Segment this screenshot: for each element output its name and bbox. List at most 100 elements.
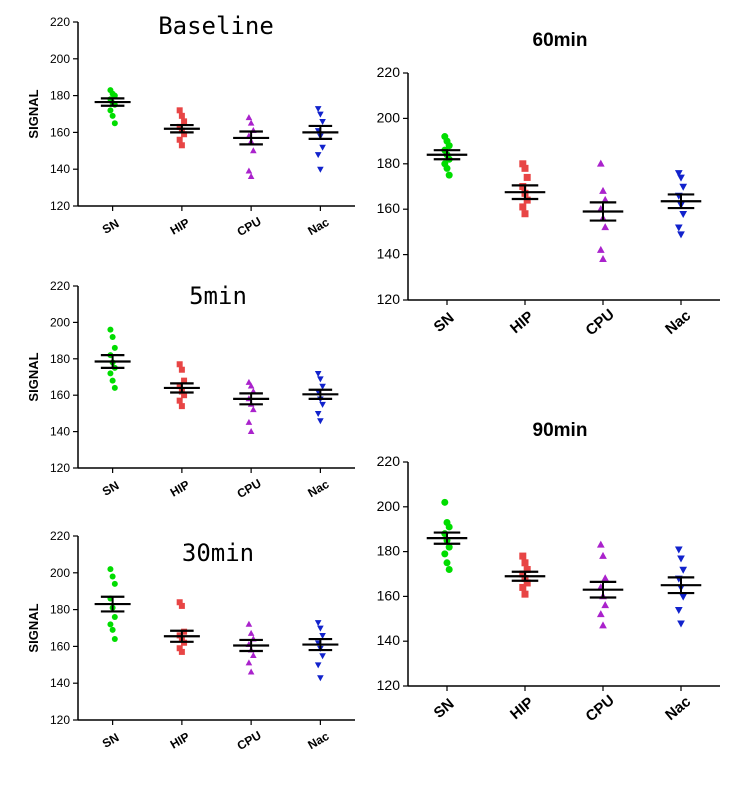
category-label-cpu: CPU: [583, 306, 618, 339]
data-point-cpu: [245, 114, 253, 121]
y-tick-label: 120: [50, 713, 70, 727]
data-point-cpu: [601, 195, 610, 203]
category-label-hip: HIP: [168, 477, 192, 499]
category-label-cpu: CPU: [583, 692, 618, 725]
data-point-sn: [445, 543, 453, 551]
data-point-cpu: [245, 378, 253, 385]
data-point-sn: [111, 92, 118, 99]
category-label-hip: HIP: [168, 215, 192, 237]
data-point-cpu: [245, 659, 253, 666]
data-point-hip: [178, 366, 185, 373]
category-label-hip: HIP: [507, 694, 537, 723]
category-label-nac: Nac: [305, 477, 331, 500]
chart-panel-2: 30min SIGNAL 120 140 160 180 200 220 SN HIP CPU Nac: [26, 529, 355, 753]
category-label-nac: Nac: [305, 215, 331, 238]
data-point-sn: [441, 498, 449, 506]
category-label-sn: SN: [100, 216, 121, 236]
data-point-sn: [445, 142, 453, 150]
data-point-nac: [317, 418, 324, 425]
data-point-hip: [181, 131, 188, 138]
data-point-sn: [443, 164, 451, 172]
data-point-hip: [181, 118, 188, 125]
category-label-nac: Nac: [662, 307, 694, 338]
data-point-hip: [181, 377, 188, 384]
data-point-cpu: [247, 428, 255, 434]
y-tick-label: 220: [377, 64, 401, 80]
data-point-sn: [107, 370, 114, 377]
data-point-cpu: [250, 406, 257, 413]
data-point-sn: [111, 580, 118, 587]
data-point-cpu: [247, 668, 255, 675]
data-point-hip: [178, 648, 185, 655]
y-tick-label: 220: [50, 15, 70, 29]
y-tick-label: 200: [50, 566, 70, 580]
chart-panel-0: Baseline SIGNAL 120 140 160 180 200 220 SN HIP CPU…: [26, 12, 355, 239]
data-point-cpu: [247, 119, 255, 126]
data-point-hip: [521, 210, 529, 218]
data-point-cpu: [599, 621, 607, 629]
y-tick-label: 140: [50, 162, 70, 176]
y-tick-label: 160: [50, 639, 70, 653]
data-point-cpu: [250, 147, 257, 154]
data-point-sn: [111, 384, 118, 391]
data-point-cpu: [247, 629, 255, 636]
data-point-sn: [445, 566, 453, 574]
data-point-hip: [521, 559, 529, 567]
data-point-hip: [178, 602, 185, 609]
data-point-hip: [176, 645, 183, 652]
data-point-nac: [679, 183, 688, 191]
y-tick-label: 180: [377, 155, 401, 171]
data-point-nac: [674, 170, 683, 178]
data-point-cpu: [245, 167, 253, 174]
category-label-cpu: CPU: [235, 476, 264, 501]
data-point-nac: [314, 411, 322, 417]
data-point-hip: [176, 136, 183, 143]
y-tick-label: 220: [50, 529, 70, 543]
data-point-cpu: [247, 172, 255, 179]
chart-title: 60min: [533, 30, 588, 51]
y-tick-label: 160: [377, 587, 401, 603]
data-point-cpu: [599, 186, 607, 194]
data-point-cpu: [596, 245, 605, 253]
category-label-nac: Nac: [662, 693, 694, 724]
data-point-hip: [523, 173, 531, 181]
y-tick-label: 120: [377, 291, 401, 307]
y-tick-label: 200: [50, 52, 70, 66]
y-tick-label: 180: [50, 352, 70, 366]
y-axis-label: SIGNAL: [26, 89, 41, 138]
category-label-hip: HIP: [168, 729, 192, 751]
data-point-hip: [176, 361, 183, 368]
category-label-hip: HIP: [507, 308, 537, 337]
data-point-sn: [443, 559, 451, 567]
data-point-hip: [176, 107, 183, 114]
y-tick-label: 220: [50, 279, 70, 293]
y-tick-label: 160: [50, 125, 70, 139]
data-point-nac: [317, 675, 324, 682]
y-tick-label: 200: [377, 498, 401, 514]
y-tick-label: 140: [50, 425, 70, 439]
data-point-hip: [523, 566, 531, 574]
y-tick-label: 120: [50, 199, 70, 213]
data-point-cpu: [601, 223, 610, 231]
data-point-cpu: [247, 382, 255, 389]
category-label-sn: SN: [100, 478, 121, 498]
data-point-sn: [111, 344, 118, 351]
data-point-hip: [176, 383, 183, 390]
data-point-nac: [314, 106, 322, 113]
category-label-nac: Nac: [305, 729, 331, 752]
data-point-nac: [317, 625, 324, 632]
data-point-nac: [674, 224, 683, 232]
data-point-cpu: [250, 652, 257, 658]
data-point-nac: [679, 593, 688, 601]
data-point-hip: [176, 599, 183, 606]
y-tick-label: 120: [50, 461, 70, 475]
y-tick-label: 160: [50, 388, 70, 402]
data-point-hip: [519, 183, 527, 190]
category-label-cpu: CPU: [235, 214, 264, 239]
data-point-cpu: [245, 620, 253, 627]
data-point-nac: [317, 376, 324, 383]
data-point-nac: [319, 653, 326, 660]
data-point-nac: [679, 566, 688, 574]
y-axis-label: SIGNAL: [26, 603, 41, 652]
data-point-hip: [519, 160, 527, 168]
